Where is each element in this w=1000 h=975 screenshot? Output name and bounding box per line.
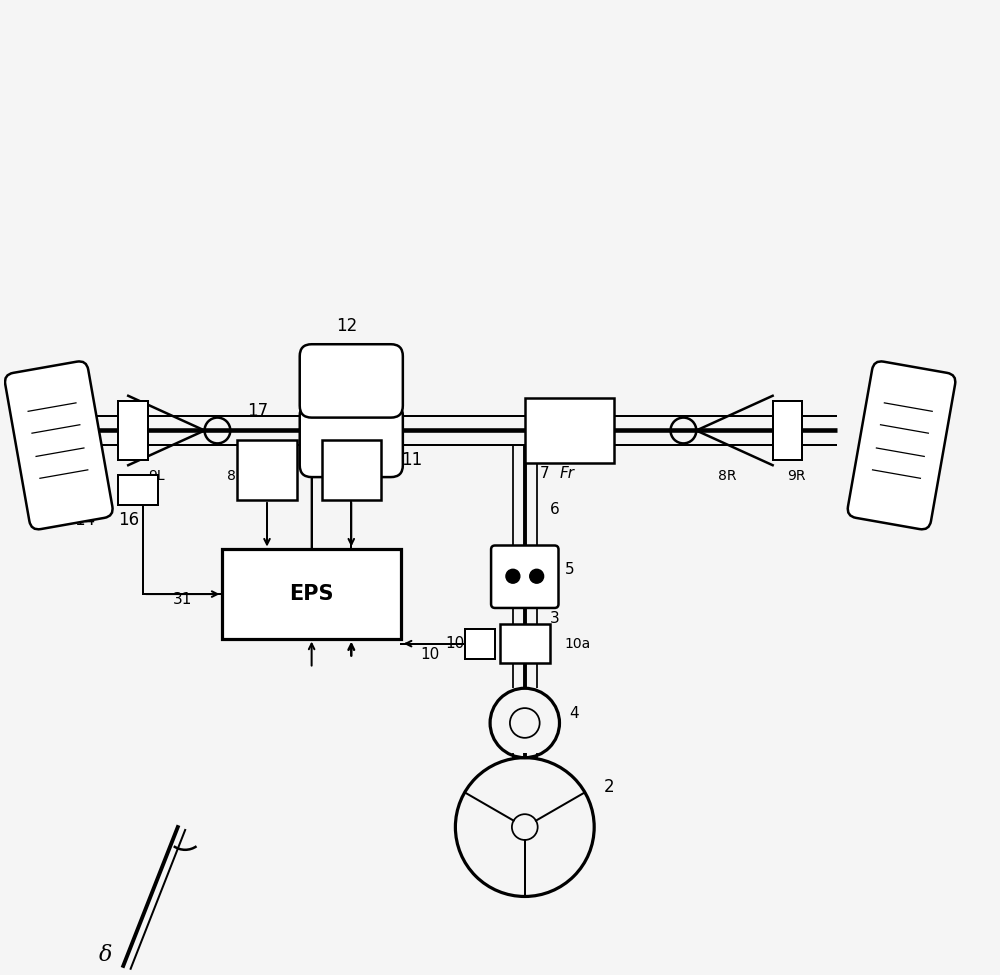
Text: 8L: 8L <box>227 469 244 483</box>
Circle shape <box>506 569 520 583</box>
Text: 10: 10 <box>421 646 440 661</box>
Bar <box>237 441 297 500</box>
Text: Fr: Fr <box>559 466 574 481</box>
Bar <box>322 441 381 500</box>
Bar <box>500 624 550 663</box>
FancyBboxPatch shape <box>491 545 558 608</box>
Text: 18: 18 <box>331 402 353 419</box>
FancyBboxPatch shape <box>5 362 113 529</box>
Text: 31: 31 <box>173 592 192 606</box>
Bar <box>525 398 614 463</box>
Text: 9R: 9R <box>788 469 806 483</box>
Text: 10: 10 <box>445 636 465 651</box>
Text: 9L: 9L <box>148 469 165 483</box>
Text: EPS: EPS <box>289 584 334 604</box>
Text: 4: 4 <box>569 706 579 721</box>
Circle shape <box>530 569 544 583</box>
Text: 8R: 8R <box>718 469 737 483</box>
Bar <box>118 401 148 460</box>
Text: 12: 12 <box>336 317 358 335</box>
Text: δ: δ <box>98 944 112 966</box>
Text: 11: 11 <box>401 451 422 469</box>
Text: 14: 14 <box>74 511 95 528</box>
FancyBboxPatch shape <box>848 362 955 529</box>
Text: 3: 3 <box>550 611 559 626</box>
Bar <box>222 550 401 639</box>
FancyBboxPatch shape <box>300 344 403 417</box>
Text: 6: 6 <box>550 502 559 518</box>
Text: 17: 17 <box>247 402 268 419</box>
Text: 7: 7 <box>540 466 549 481</box>
Text: 16: 16 <box>118 511 139 528</box>
Text: 5: 5 <box>564 562 574 577</box>
Text: 10a: 10a <box>564 637 591 650</box>
FancyBboxPatch shape <box>300 404 403 477</box>
Bar <box>773 401 802 460</box>
Bar <box>118 475 158 505</box>
Text: 2: 2 <box>604 778 615 797</box>
Bar <box>465 629 495 658</box>
